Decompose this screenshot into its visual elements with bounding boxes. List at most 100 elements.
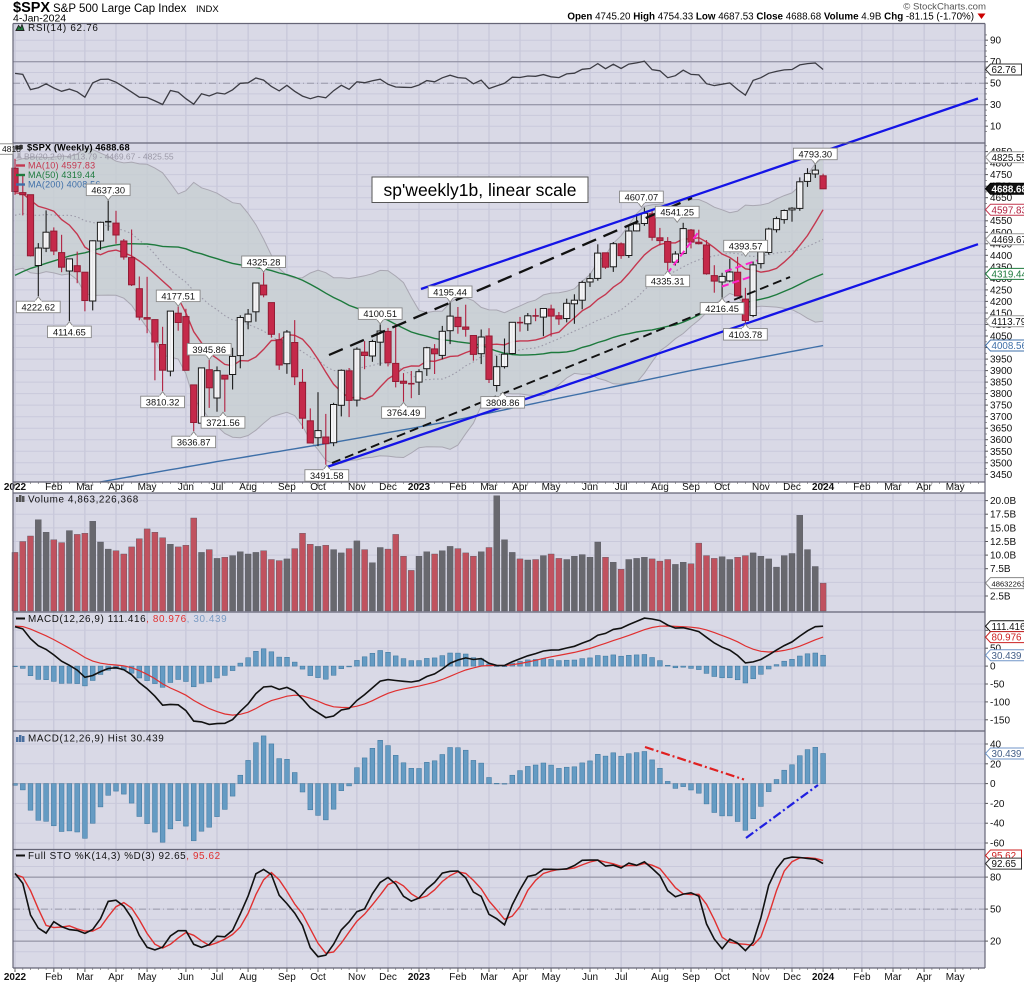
svg-text:MA(50) 4319.44: MA(50) 4319.44: [28, 170, 95, 180]
svg-text:20: 20: [990, 759, 1002, 770]
svg-text:Sep: Sep: [682, 972, 700, 983]
svg-text:MACD(12,26,9) Hist 30.439: MACD(12,26,9) Hist 30.439: [28, 734, 164, 745]
svg-text:4400: 4400: [990, 251, 1013, 262]
svg-text:Apr: Apr: [916, 972, 932, 983]
svg-text:© StockCharts.com: © StockCharts.com: [903, 2, 986, 13]
svg-text:4103.78: 4103.78: [729, 330, 763, 340]
svg-text:4800: 4800: [990, 159, 1013, 170]
svg-text:Volume 4,863,226,368: Volume 4,863,226,368: [28, 495, 139, 506]
svg-text:4319.44: 4319.44: [992, 269, 1024, 280]
svg-text:90: 90: [990, 36, 1002, 47]
svg-text:4325.28: 4325.28: [247, 257, 281, 267]
svg-text:50: 50: [990, 79, 1002, 90]
svg-text:-40: -40: [990, 819, 1005, 830]
svg-text:Oct: Oct: [714, 482, 730, 493]
svg-text:Dec: Dec: [379, 972, 397, 983]
svg-text:-20: -20: [990, 799, 1005, 810]
svg-text:May: May: [138, 972, 157, 983]
svg-text:4818: 4818: [2, 144, 21, 154]
svg-text:3800: 3800: [990, 389, 1013, 400]
svg-text:Apr: Apr: [108, 482, 124, 493]
svg-text:3850: 3850: [990, 378, 1013, 389]
svg-text:Aug: Aug: [651, 482, 669, 493]
svg-text:Open 4745.20 High 4754.33 Low: Open 4745.20 High 4754.33 Low 4687.53 Cl…: [567, 12, 974, 23]
svg-text:4216.45: 4216.45: [705, 304, 739, 314]
svg-text:RSI(14) 62.76: RSI(14) 62.76: [28, 23, 99, 34]
svg-text:12.5B: 12.5B: [990, 537, 1016, 548]
svg-text:Mar: Mar: [480, 972, 498, 983]
svg-text:Feb: Feb: [45, 972, 63, 983]
svg-text:Jun: Jun: [178, 482, 194, 493]
svg-text:$SPX (Weekly) 4688.68: $SPX (Weekly) 4688.68: [27, 143, 130, 153]
svg-text:sp'weekly1b, linear scale: sp'weekly1b, linear scale: [383, 180, 576, 200]
svg-text:4-Jan-2024: 4-Jan-2024: [13, 13, 66, 25]
svg-text:4607.07: 4607.07: [625, 192, 659, 202]
svg-text:4469.67: 4469.67: [992, 235, 1024, 246]
svg-text:3808.86: 3808.86: [486, 398, 520, 408]
svg-text:0: 0: [990, 779, 996, 790]
svg-text:40: 40: [990, 740, 1002, 751]
svg-text:30.439: 30.439: [992, 749, 1022, 760]
svg-text:80.976: 80.976: [992, 633, 1023, 644]
svg-text:Sep: Sep: [278, 972, 296, 983]
svg-text:3810.32: 3810.32: [146, 398, 180, 408]
svg-text:Apr: Apr: [512, 972, 528, 983]
svg-text:Aug: Aug: [239, 482, 257, 493]
svg-text:80: 80: [990, 873, 1002, 884]
svg-text:Oct: Oct: [714, 972, 730, 983]
svg-text:10.0B: 10.0B: [990, 551, 1016, 562]
svg-text:20: 20: [990, 937, 1002, 948]
svg-text:95.62: 95.62: [992, 851, 1017, 862]
svg-text:92.65: 92.65: [992, 859, 1017, 870]
svg-text:Mar: Mar: [480, 482, 498, 493]
svg-text:Dec: Dec: [783, 972, 801, 983]
svg-text:Jul: Jul: [211, 972, 224, 983]
svg-text:15.0B: 15.0B: [990, 523, 1016, 534]
svg-text:2024: 2024: [812, 972, 835, 983]
svg-text:Nov: Nov: [752, 482, 770, 493]
svg-text:Dec: Dec: [379, 482, 397, 493]
svg-text:4113.79: 4113.79: [992, 317, 1024, 328]
svg-text:3491.58: 3491.58: [310, 471, 344, 481]
svg-text:4688.68: 4688.68: [992, 184, 1024, 195]
svg-text:4195.44: 4195.44: [433, 287, 467, 297]
svg-text:Sep: Sep: [278, 482, 296, 493]
svg-text:4863226368: 4863226368: [992, 580, 1024, 589]
svg-text:62.76: 62.76: [992, 65, 1017, 76]
svg-text:4200: 4200: [990, 297, 1013, 308]
svg-text:4008.56: 4008.56: [992, 341, 1024, 352]
svg-text:4550: 4550: [990, 216, 1013, 227]
svg-text:Apr: Apr: [108, 972, 124, 983]
svg-text:Mar: Mar: [884, 972, 902, 983]
svg-text:Oct: Oct: [310, 482, 326, 493]
svg-text:May: May: [946, 972, 965, 983]
svg-text:111.416: 111.416: [992, 622, 1024, 633]
svg-text:3636.87: 3636.87: [177, 438, 211, 448]
svg-text:4335.31: 4335.31: [651, 277, 685, 287]
svg-text:7.5B: 7.5B: [990, 564, 1011, 575]
svg-text:Mar: Mar: [76, 972, 94, 983]
svg-text:BB(20,2.0) 4113.79 - 4469.67 -: BB(20,2.0) 4113.79 - 4469.67 - 4825.55: [24, 152, 174, 162]
svg-text:4541.25: 4541.25: [660, 208, 694, 218]
svg-text:4177.51: 4177.51: [161, 291, 195, 301]
svg-text:4250: 4250: [990, 285, 1013, 296]
svg-text:50: 50: [990, 905, 1002, 916]
svg-text:3900: 3900: [990, 366, 1013, 377]
svg-text:$SPX: $SPX: [13, 0, 50, 16]
svg-text:4637.30: 4637.30: [91, 185, 125, 195]
svg-text:0: 0: [990, 662, 996, 673]
svg-text:Jun: Jun: [178, 972, 194, 983]
svg-text:3550: 3550: [990, 447, 1013, 458]
svg-text:Mar: Mar: [76, 482, 94, 493]
svg-text:4650: 4650: [990, 193, 1013, 204]
svg-text:2024: 2024: [812, 482, 835, 493]
svg-text:Jul: Jul: [211, 482, 224, 493]
svg-text:3650: 3650: [990, 424, 1013, 435]
svg-text:S&P 500 Large Cap Index: S&P 500 Large Cap Index: [53, 3, 187, 15]
svg-text:30: 30: [990, 100, 1002, 111]
svg-text:Feb: Feb: [45, 482, 63, 493]
svg-text:30.439: 30.439: [992, 651, 1022, 662]
svg-text:Mar: Mar: [884, 482, 902, 493]
svg-text:Nov: Nov: [348, 972, 366, 983]
svg-text:Jul: Jul: [615, 972, 628, 983]
